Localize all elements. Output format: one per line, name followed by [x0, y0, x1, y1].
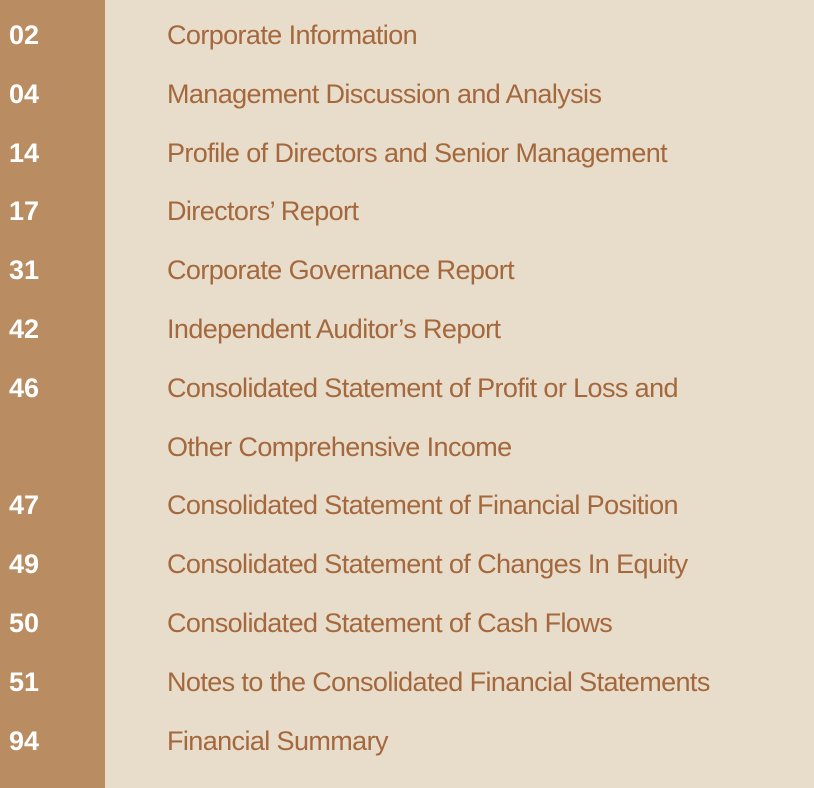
entry-title: Directors’ Report — [167, 196, 359, 227]
entry-title: Financial Summary — [167, 725, 388, 756]
entry-title: Management Discussion and Analysis — [167, 78, 602, 109]
page-number: 04 — [9, 78, 40, 109]
entry-title: Consolidated Statement of Profit or Loss… — [167, 372, 679, 403]
page-number: 47 — [9, 490, 40, 521]
page-number: 17 — [9, 196, 40, 227]
entry-title: Corporate Governance Report — [167, 255, 515, 286]
entry-title: Profile of Directors and Senior Manageme… — [167, 137, 668, 168]
entry-title: Notes to the Consolidated Financial Stat… — [167, 666, 710, 697]
entry-title: Consolidated Statement of Cash Flows — [167, 608, 613, 638]
entry-title: Consolidated Statement of Changes In Equ… — [167, 549, 688, 580]
page-number-strip — [0, 0, 105, 788]
entry-title: Independent Auditor’s Report — [167, 314, 501, 344]
page-number: 14 — [9, 137, 40, 168]
page-number: 50 — [9, 608, 40, 638]
page-number: 49 — [9, 549, 40, 580]
entry-title: Other Comprehensive Income — [167, 431, 512, 462]
page-number: 02 — [9, 20, 40, 50]
page-number: 42 — [9, 314, 40, 344]
page-number: 31 — [9, 255, 40, 286]
entry-title: Consolidated Statement of Financial Posi… — [167, 490, 679, 521]
page-number: 51 — [9, 666, 40, 697]
entry-title: Corporate Information — [167, 20, 418, 50]
page-number: 46 — [9, 372, 40, 403]
page-number: 94 — [9, 725, 40, 756]
